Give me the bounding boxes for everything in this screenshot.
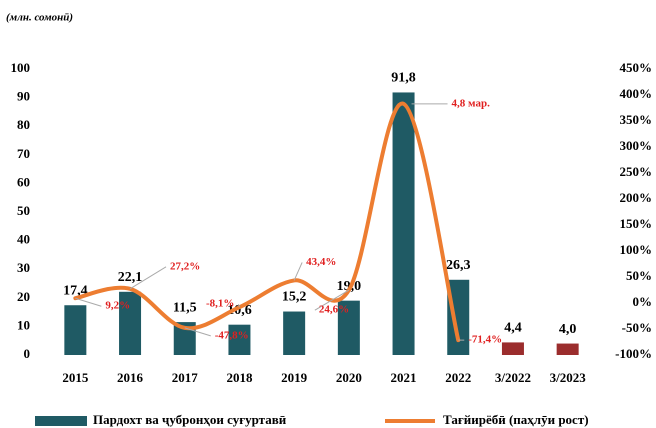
x-tick-label: 2022 <box>445 370 471 385</box>
bar <box>556 343 579 355</box>
bar-value-label: 4,4 <box>504 321 522 336</box>
y-tick-label: 0 <box>24 346 31 361</box>
bar <box>173 322 196 355</box>
x-tick-label: 3/2023 <box>550 370 587 385</box>
x-tick-label: 2016 <box>117 370 144 385</box>
y2-tick-label: 50% <box>626 268 652 283</box>
y-tick-label: 20 <box>17 289 30 304</box>
leader-line <box>75 297 102 307</box>
bar-value-label: 22,1 <box>118 270 143 285</box>
y-tick-label: 90 <box>17 89 30 104</box>
y-tick-label: 30 <box>17 260 30 275</box>
y2-tick-label: 250% <box>620 164 653 179</box>
y2-tick-label: 450% <box>620 60 653 75</box>
y2-tick-label: 200% <box>620 190 653 205</box>
y-tick-label: 40 <box>17 232 30 247</box>
legend-swatch <box>35 416 87 426</box>
bar <box>283 311 306 355</box>
y-tick-label: 70 <box>17 146 30 161</box>
x-tick-label: 2019 <box>281 370 308 385</box>
leader-line <box>184 327 211 337</box>
y2-tick-label: 0% <box>633 294 653 309</box>
bar <box>119 291 142 355</box>
bar-value-label: 26,3 <box>446 258 471 273</box>
y-tick-label: 10 <box>17 317 30 332</box>
y2-tick-label: 300% <box>620 138 653 153</box>
y-tick-label: 80 <box>17 117 30 132</box>
y2-tick-label: -50% <box>622 320 652 335</box>
bar-value-label: 11,5 <box>173 300 197 315</box>
leader-line <box>129 266 167 290</box>
leader-line <box>314 289 350 311</box>
x-tick-label: 3/2022 <box>495 370 531 385</box>
bar-value-label: 10,6 <box>227 303 252 318</box>
x-tick-label: 2018 <box>226 370 253 385</box>
x-tick-label: 2015 <box>62 370 89 385</box>
legend-label: Пардохт ва ҷубронҳои суғуртавӣ <box>93 412 287 427</box>
y-tick-label: 100 <box>11 60 31 75</box>
annotation: 4,8 мар. <box>452 97 491 109</box>
bar <box>228 324 251 355</box>
bar <box>337 300 360 355</box>
bar-value-label: 15,2 <box>282 290 307 305</box>
line-value-label: -8,1% <box>206 298 234 310</box>
legend-label: Тағйирёбӣ (паҳлӯи рост) <box>443 412 589 427</box>
line-value-label: 27,2% <box>170 260 200 272</box>
line <box>73 101 461 343</box>
leader-line <box>237 304 240 308</box>
line-value-label: 43,4% <box>306 256 336 268</box>
y2-tick-label: -100% <box>615 346 652 361</box>
line-value-label: 24,6% <box>319 304 349 316</box>
y-tick-label: 50 <box>17 203 30 218</box>
x-tick-label: 2017 <box>172 370 199 385</box>
y-tick-label: 60 <box>17 174 30 189</box>
bar <box>447 279 470 355</box>
y2-tick-label: 150% <box>620 216 653 231</box>
bar <box>64 305 87 355</box>
line-value-label: 9,2% <box>105 300 130 312</box>
leader-line <box>293 262 303 281</box>
bar <box>501 342 524 355</box>
bar-value-label: 4,0 <box>559 322 577 337</box>
line-value-label: -71,4% <box>468 334 502 346</box>
y2-tick-label: 400% <box>620 86 653 101</box>
x-tick-label: 2021 <box>391 370 417 385</box>
x-tick-label: 2020 <box>336 370 362 385</box>
y2-tick-label: 350% <box>620 112 653 127</box>
y2-tick-label: 100% <box>620 242 653 257</box>
bar-value-label: 91,8 <box>391 71 416 86</box>
line-value-label: -47,8% <box>215 329 249 341</box>
unit-label: (млн. сомонӣ) <box>6 12 73 24</box>
bar <box>392 92 415 356</box>
